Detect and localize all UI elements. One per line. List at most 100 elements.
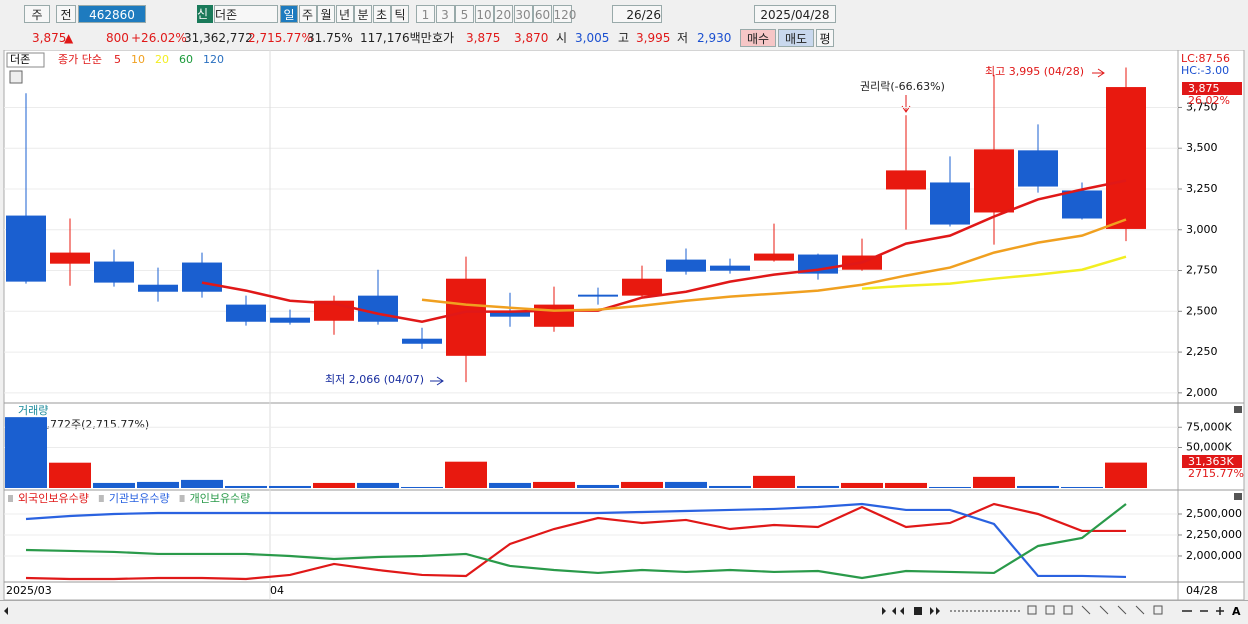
legend-entry: 외국인보유수량 bbox=[18, 492, 89, 505]
auto-button[interactable]: A bbox=[1232, 605, 1241, 618]
scrollbar[interactable]: A bbox=[0, 600, 1248, 622]
y-tick-label: 2,500 bbox=[1186, 304, 1218, 317]
quote-bid-ask-label: 호가 bbox=[432, 31, 455, 45]
ma-line bbox=[201, 179, 1127, 324]
volume-bar bbox=[1061, 486, 1103, 488]
y-tick-label: 3,000 bbox=[1186, 223, 1218, 236]
period-button[interactable]: 초 bbox=[372, 5, 391, 23]
period-button[interactable]: 분 bbox=[354, 5, 372, 23]
period-button[interactable]: 년 bbox=[335, 5, 354, 23]
legend-box[interactable] bbox=[6, 52, 45, 68]
quote-open-label: 시 bbox=[556, 31, 568, 45]
volume-bar bbox=[929, 486, 971, 488]
candle-body bbox=[930, 182, 970, 225]
legend-entry: 5 bbox=[114, 53, 121, 66]
code-input[interactable]: 462860 bbox=[78, 5, 146, 23]
volume-bar bbox=[973, 476, 1015, 488]
x-tick-label: 2025/03 bbox=[6, 584, 52, 597]
prev-button[interactable]: 전 bbox=[56, 5, 76, 23]
interval-button[interactable]: 120 bbox=[552, 5, 576, 23]
volume-bar bbox=[225, 485, 267, 488]
y-tick-label: 2,250 bbox=[1186, 345, 1218, 358]
icon[interactable] bbox=[9, 70, 23, 84]
x-tick-label: 04/28 bbox=[1186, 584, 1218, 597]
period-button[interactable]: 틱 bbox=[391, 5, 409, 23]
interval-button[interactable]: 30 bbox=[513, 5, 533, 23]
stop-button[interactable] bbox=[914, 607, 922, 615]
candle-body bbox=[6, 215, 46, 282]
period-button[interactable]: 일 bbox=[280, 5, 298, 23]
interval-button[interactable]: 3 bbox=[435, 5, 455, 23]
volume-bar bbox=[357, 482, 399, 488]
interval-button[interactable]: 60 bbox=[533, 5, 552, 23]
candle-body bbox=[446, 278, 486, 356]
annotation: 최고 3,995 (04/28) bbox=[985, 65, 1084, 78]
volume-bar bbox=[1105, 462, 1147, 488]
interval-button[interactable]: 20 bbox=[494, 5, 513, 23]
tool-icons[interactable] bbox=[1027, 605, 1163, 615]
quote-high: 3,995 bbox=[636, 31, 671, 45]
candle-body bbox=[1106, 87, 1146, 229]
volume-bar bbox=[885, 482, 927, 488]
quote-bid: 3,870 bbox=[514, 31, 549, 45]
y-tick-label: 2,500,000 bbox=[1186, 507, 1242, 520]
period-button[interactable]: 주 bbox=[298, 5, 317, 23]
holding-line bbox=[25, 502, 1127, 579]
chart-frame bbox=[3, 50, 1245, 601]
candle-body bbox=[226, 304, 266, 322]
arrow bbox=[430, 376, 444, 386]
interval-button[interactable]: 10 bbox=[474, 5, 494, 23]
new-badge: 신 bbox=[197, 5, 213, 23]
candle-body bbox=[138, 284, 178, 292]
y-tick-label: 75,000K bbox=[1186, 420, 1232, 433]
count: 26/26 bbox=[612, 5, 662, 23]
arrow bbox=[1092, 68, 1105, 78]
market-select[interactable]: 주 bbox=[24, 5, 50, 23]
legend-swatch bbox=[98, 495, 104, 502]
name-input[interactable]: 더존 bbox=[214, 5, 278, 23]
date-input[interactable]: 2025/04/28 bbox=[754, 5, 836, 23]
volume-bar bbox=[621, 481, 663, 488]
scroll-left[interactable] bbox=[4, 607, 8, 615]
volume-bar bbox=[753, 475, 795, 488]
y-tick-label: 2,250,000 bbox=[1186, 528, 1242, 541]
quote-amount: 117,176백만 bbox=[360, 31, 432, 45]
lc-label: LC:87.56 bbox=[1181, 52, 1230, 65]
sell-button[interactable]: 매도 bbox=[778, 29, 814, 47]
legend-entry: 20 bbox=[155, 53, 169, 66]
interval-button[interactable]: 5 bbox=[455, 5, 474, 23]
last-volume-pct: 2715.77% bbox=[1188, 467, 1244, 480]
volume-bar bbox=[181, 479, 223, 488]
volume-bar bbox=[1017, 485, 1059, 488]
y-tick-label: 2,000 bbox=[1186, 386, 1218, 399]
quote-change-pct: +26.02% bbox=[131, 31, 187, 45]
volume-bar bbox=[269, 485, 311, 488]
volume-bar bbox=[709, 485, 751, 488]
last-pct-label: 26.02% bbox=[1188, 94, 1230, 107]
nav-buttons[interactable] bbox=[882, 607, 904, 615]
nav-buttons[interactable] bbox=[930, 607, 940, 615]
hc-label: HC:-3.00 bbox=[1181, 64, 1229, 77]
y-tick-label: 3,750 bbox=[1186, 100, 1218, 113]
period-button[interactable]: 월 bbox=[317, 5, 335, 23]
annotation: 최저 2,066 (04/07) bbox=[325, 373, 424, 386]
candle-body bbox=[534, 304, 574, 327]
volume-bar bbox=[841, 482, 883, 488]
candle-body bbox=[578, 294, 618, 297]
arrow bbox=[901, 95, 911, 113]
zoom-buttons[interactable] bbox=[1182, 607, 1224, 615]
legend-swatch bbox=[179, 495, 185, 502]
annotation: 권리락(-66.63%) bbox=[860, 80, 945, 93]
buy-button[interactable]: 매수 bbox=[740, 29, 776, 47]
volume-bar bbox=[445, 461, 487, 488]
chart-name: 더존 bbox=[10, 53, 30, 66]
candle-body bbox=[270, 317, 310, 323]
close-icon[interactable] bbox=[1234, 406, 1242, 413]
avg-button[interactable]: 평 bbox=[816, 29, 834, 47]
close-icon[interactable] bbox=[1234, 493, 1242, 500]
candle-body bbox=[490, 310, 530, 317]
candle-body bbox=[974, 149, 1014, 213]
interval-button[interactable]: 1 bbox=[416, 5, 435, 23]
candle-body bbox=[50, 252, 90, 264]
last-price-box bbox=[1182, 82, 1242, 95]
